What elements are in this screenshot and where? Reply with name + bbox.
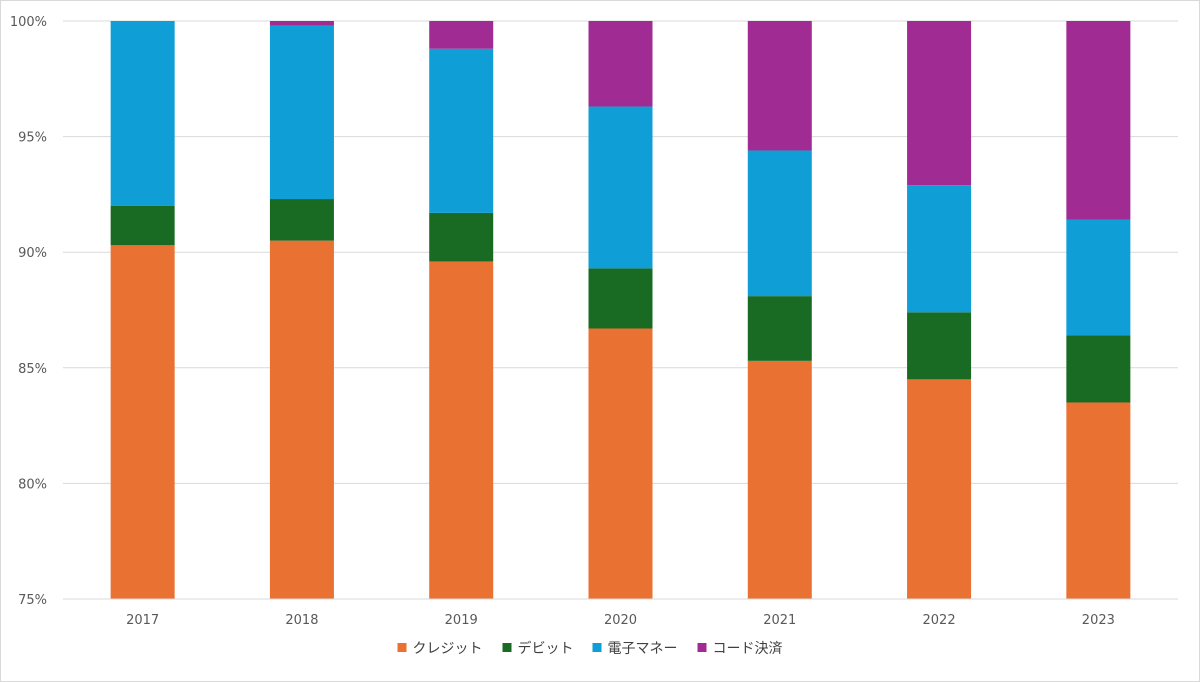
bar-segment — [269, 199, 334, 241]
x-axis: 2017 2018 2019 2020 2021 2022 2023 — [63, 598, 1178, 628]
bar-segment — [747, 21, 812, 151]
bar-segment — [1066, 335, 1131, 403]
bar-segment — [429, 261, 494, 599]
x-tick-label: 2020 — [604, 613, 637, 628]
bar-segment — [269, 21, 334, 26]
y-tick-label: 85% — [18, 362, 47, 377]
y-tick-label: 95% — [18, 131, 47, 146]
bar-segment — [588, 106, 653, 269]
bar-segment — [1066, 219, 1131, 336]
bar-segment — [747, 296, 812, 361]
legend-swatch — [502, 643, 512, 652]
y-tick-label: 75% — [18, 593, 47, 608]
x-tick-label: 2017 — [126, 613, 159, 628]
bar-segment — [110, 245, 175, 599]
y-tick-label: 100% — [10, 15, 47, 30]
legend-swatch — [592, 643, 602, 652]
bar-segment — [588, 328, 653, 599]
bar-segment — [1066, 402, 1131, 599]
bar-segment — [429, 21, 494, 49]
bar-segment — [429, 212, 494, 262]
x-tick-label: 2023 — [1082, 613, 1115, 628]
bar-segment — [907, 185, 972, 313]
y-tick-label: 90% — [18, 246, 47, 261]
bar-segment — [747, 150, 812, 297]
bar-segment — [110, 21, 175, 206]
bar-segment — [1066, 21, 1131, 220]
bar-segment — [588, 268, 653, 329]
legend-swatch — [397, 643, 407, 652]
legend: クレジット デビット 電子マネー コード決済 — [397, 640, 783, 657]
bar-segment — [269, 240, 334, 599]
bar-segment — [907, 21, 972, 186]
legend-label: クレジット — [413, 641, 483, 657]
x-tick-label: 2019 — [445, 613, 478, 628]
y-axis: 75% 80% 85% 90% 95% 100% — [10, 15, 47, 608]
bar-segment — [588, 21, 653, 107]
legend-item: クレジット — [397, 641, 483, 657]
x-tick-label: 2021 — [763, 613, 796, 628]
bar-segment — [269, 25, 334, 200]
bar-segment — [110, 205, 175, 246]
x-tick-label: 2022 — [923, 613, 956, 628]
bar-segment — [747, 360, 812, 599]
bar-segment — [907, 312, 972, 380]
legend-label: デビット — [518, 640, 574, 657]
legend-swatch — [697, 643, 707, 652]
legend-item: 電子マネー — [592, 641, 678, 657]
legend-label: コード決済 — [713, 641, 783, 657]
legend-item: コード決済 — [697, 641, 783, 657]
legend-label: 電子マネー — [608, 641, 678, 657]
bars — [110, 21, 1131, 599]
bar-segment — [429, 48, 494, 213]
bar-segment — [907, 379, 972, 599]
x-tick-label: 2018 — [285, 613, 318, 628]
y-tick-label: 80% — [18, 477, 47, 492]
legend-item: デビット — [502, 640, 574, 657]
